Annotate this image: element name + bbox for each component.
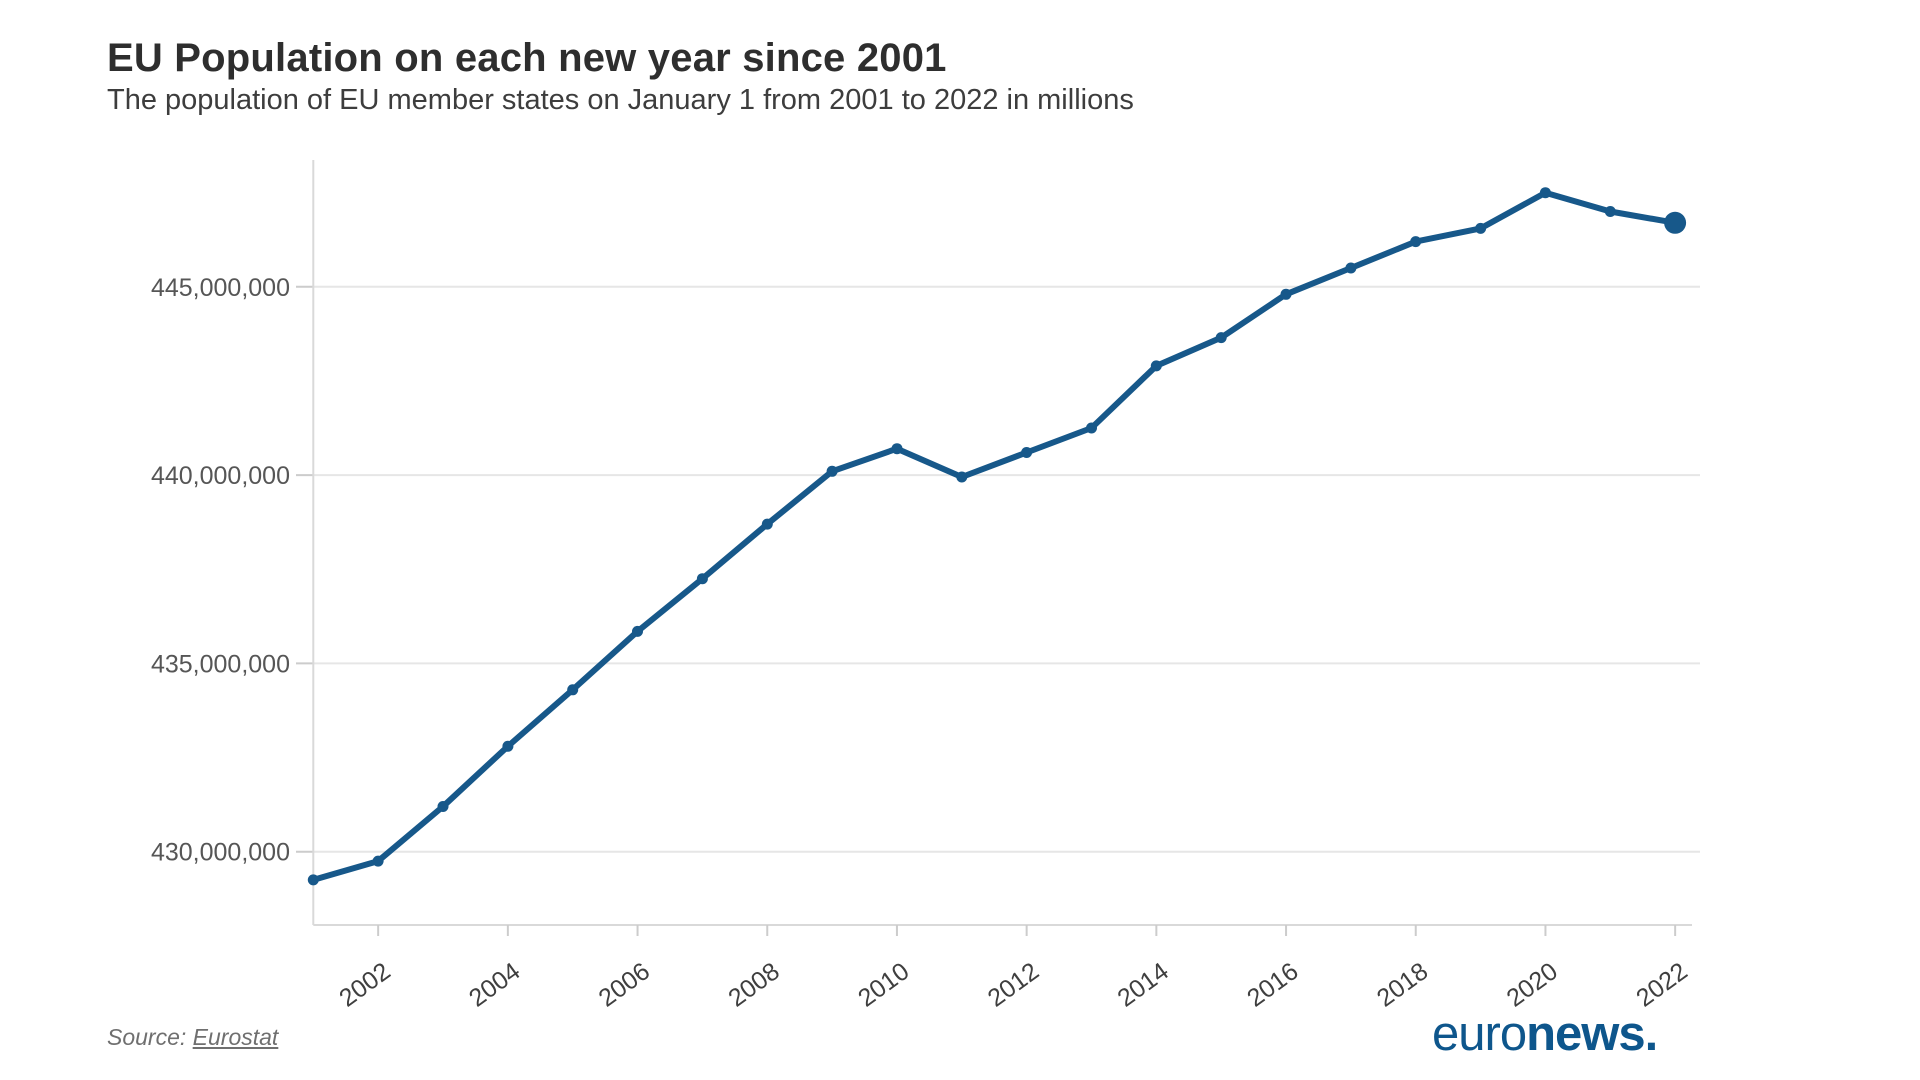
source-link-eurostat[interactable]: Eurostat	[192, 1024, 279, 1050]
x-axis-label: 2004	[464, 957, 526, 1012]
data-point-2017	[1345, 262, 1357, 274]
chart-subtitle: The population of EU member states on Ja…	[107, 84, 1134, 116]
data-point-2003	[437, 801, 449, 812]
logo-news-text: news	[1526, 1007, 1646, 1061]
data-point-2014	[1150, 360, 1162, 372]
data-point-2021	[1604, 206, 1616, 217]
x-axis-label: 2022	[1631, 957, 1692, 1012]
data-point-2018	[1410, 236, 1422, 248]
x-axis-label: 2014	[1112, 957, 1174, 1012]
y-axis-label: 430,000,000	[151, 839, 290, 867]
source-note: Source: Eurostat	[107, 1024, 278, 1051]
x-axis-label: 2008	[723, 957, 784, 1012]
x-axis-label: 2006	[594, 957, 655, 1012]
logo-euro-text: euro	[1432, 1007, 1527, 1061]
data-point-2009	[826, 465, 838, 477]
logo-dot: .	[1644, 1007, 1659, 1061]
y-axis-label: 440,000,000	[151, 462, 290, 490]
data-point-2016	[1280, 288, 1292, 300]
y-axis-label: 445,000,000	[151, 274, 290, 302]
data-point-2015	[1215, 332, 1227, 344]
data-point-2005	[567, 684, 579, 696]
data-point-2007	[696, 573, 708, 585]
y-axis-label: 435,000,000	[151, 650, 290, 678]
x-axis-label: 2018	[1372, 957, 1433, 1012]
data-point-2012	[1021, 447, 1033, 458]
x-axis-label: 2020	[1502, 957, 1563, 1012]
source-prefix: Source:	[107, 1024, 193, 1050]
x-axis-label: 2016	[1242, 957, 1303, 1012]
data-point-2001	[307, 874, 319, 886]
chart-title: EU Population on each new year since 200…	[107, 36, 947, 80]
data-point-2010	[891, 443, 903, 455]
data-point-2006	[632, 625, 643, 637]
x-axis-label: 2002	[334, 957, 395, 1012]
x-axis-label: 2010	[853, 957, 914, 1012]
population-line	[310, 189, 1679, 883]
data-point-2002	[372, 855, 384, 867]
data-point-2011	[956, 471, 968, 483]
data-point-2019	[1475, 222, 1487, 234]
data-point-2020	[1539, 187, 1551, 199]
euronews-logo: euronews.	[1432, 1006, 1659, 1062]
data-point-2013	[1086, 422, 1097, 434]
data-point-2022	[1664, 211, 1687, 234]
x-axis-label: 2012	[983, 957, 1044, 1012]
data-point-2004	[502, 740, 514, 752]
data-point-2008	[761, 518, 773, 530]
